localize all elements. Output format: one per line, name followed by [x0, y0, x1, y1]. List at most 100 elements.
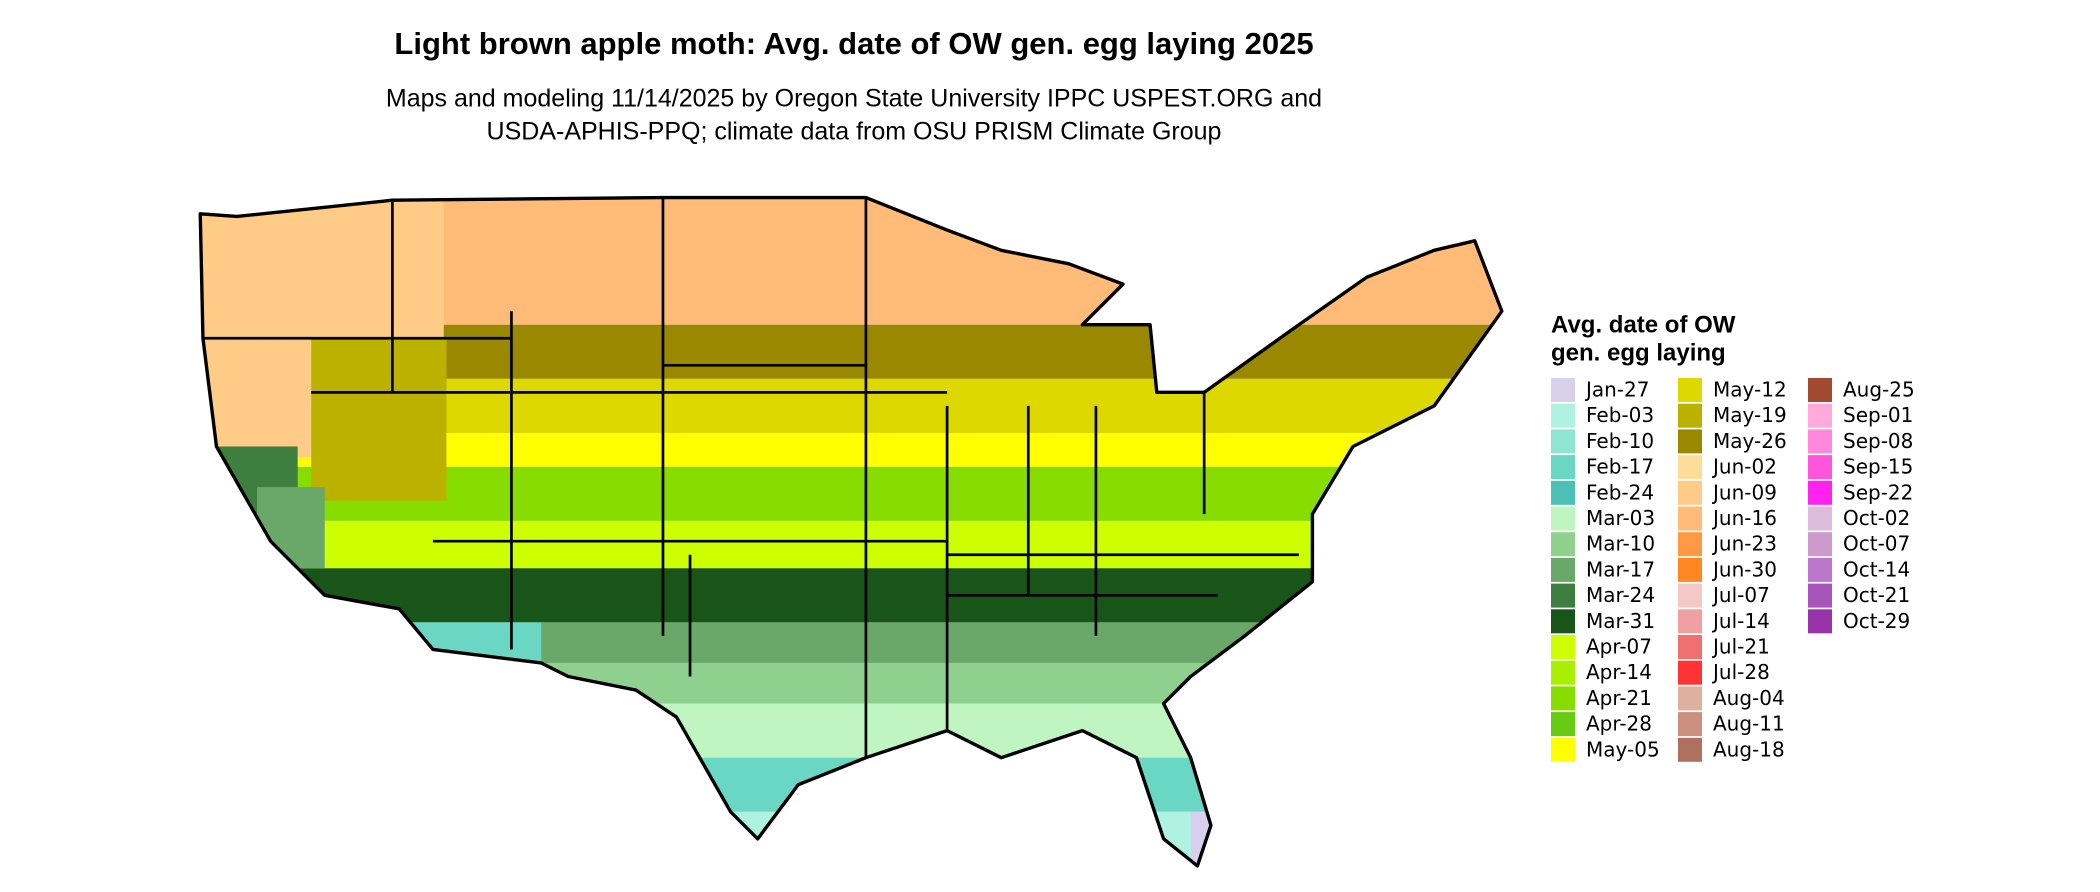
legend-swatch — [1678, 557, 1702, 582]
legend-label: Jun-30 — [1711, 557, 1777, 581]
legend-swatch — [1551, 660, 1575, 685]
legend-label: Jul-07 — [1711, 583, 1770, 607]
legend-label: Aug-04 — [1713, 686, 1785, 710]
legend-label: Mar-10 — [1586, 532, 1655, 556]
legend-swatch — [1678, 403, 1702, 428]
legend-label: Sep-15 — [1843, 455, 1913, 479]
legend-label: Oct-14 — [1843, 557, 1910, 581]
legend-label: Apr-07 — [1586, 635, 1652, 659]
legend-label: Mar-17 — [1586, 557, 1655, 581]
legend-label: Sep-01 — [1843, 403, 1913, 427]
map-zone — [200, 662, 1502, 704]
legend-label: Oct-29 — [1843, 609, 1910, 633]
legend-swatch — [1551, 737, 1575, 762]
legend-swatch — [1551, 686, 1575, 711]
legend-label: Feb-24 — [1586, 480, 1654, 504]
map-zone — [200, 757, 1502, 812]
legend-swatch — [1808, 506, 1832, 531]
legend-label: Sep-08 — [1843, 429, 1913, 453]
map-zone — [392, 622, 542, 677]
legend: Jan-27Feb-03Feb-10Feb-17Feb-24Mar-03Mar-… — [1551, 378, 1915, 762]
legend-label: Apr-14 — [1586, 660, 1652, 684]
legend-label: Feb-17 — [1586, 455, 1654, 479]
legend-label: Aug-11 — [1713, 712, 1785, 736]
legend-label: Oct-02 — [1843, 506, 1910, 530]
legend-swatch — [1551, 429, 1575, 454]
map-zone — [200, 520, 1502, 569]
legend-title: Avg. date of OW — [1551, 311, 1736, 338]
map-zone — [200, 703, 1502, 758]
map — [198, 195, 1504, 868]
map-outline — [198, 195, 1504, 868]
map-zone — [200, 568, 1502, 623]
state-borders — [202, 197, 1299, 758]
legend-label: Jun-02 — [1711, 455, 1777, 479]
legend-swatch — [1678, 429, 1702, 454]
legend-label: Apr-28 — [1586, 712, 1652, 736]
legend-swatch — [1678, 686, 1702, 711]
legend-swatch — [1551, 480, 1575, 505]
legend-swatch — [1678, 609, 1702, 634]
map-zone — [257, 487, 325, 569]
legend-swatch — [1551, 506, 1575, 531]
legend-title: gen. egg laying — [1551, 339, 1726, 366]
legend-swatch — [1808, 480, 1832, 505]
legend-swatch — [1678, 660, 1702, 685]
legend-label: Apr-21 — [1586, 686, 1652, 710]
legend-swatch — [1551, 635, 1575, 659]
legend-swatch — [1678, 532, 1702, 557]
subtitle: Maps and modeling 11/14/2025 by Oregon S… — [386, 85, 1322, 113]
legend-swatch — [1808, 532, 1832, 557]
legend-swatch — [1678, 506, 1702, 531]
legend-label: May-26 — [1713, 429, 1787, 453]
subtitle: USDA-APHIS-PPQ; climate data from OSU PR… — [487, 118, 1222, 146]
legend-label: Jul-21 — [1711, 635, 1770, 659]
legend-swatch — [1551, 403, 1575, 428]
legend-swatch — [1678, 378, 1702, 402]
legend-label: Oct-07 — [1843, 532, 1910, 556]
legend-swatch — [1551, 557, 1575, 582]
title: Light brown apple moth: Avg. date of OW … — [394, 26, 1313, 61]
legend-label: Feb-10 — [1586, 429, 1654, 453]
legend-label: Sep-22 — [1843, 480, 1913, 504]
map-zone — [1190, 811, 1225, 866]
legend-label: Mar-31 — [1586, 609, 1655, 633]
legend-swatch — [1808, 557, 1832, 582]
legend-label: Jun-23 — [1711, 532, 1777, 556]
legend-swatch — [1808, 378, 1832, 402]
legend-swatch — [1678, 737, 1702, 762]
legend-swatch — [1808, 583, 1832, 608]
legend-swatch — [1551, 583, 1575, 608]
legend-label: Feb-03 — [1586, 403, 1654, 427]
map-zone — [200, 622, 1502, 663]
legend-swatch — [1808, 429, 1832, 454]
legend-label: Jul-14 — [1711, 609, 1770, 633]
legend-label: Mar-03 — [1586, 506, 1655, 530]
legend-swatch — [1678, 455, 1702, 480]
legend-label: Aug-25 — [1843, 378, 1915, 402]
map-zone — [200, 811, 1502, 866]
legend-label: May-19 — [1713, 403, 1787, 427]
legend-swatch — [1678, 712, 1702, 737]
legend-swatch — [1808, 455, 1832, 480]
legend-swatch — [1551, 609, 1575, 634]
legend-swatch — [1678, 635, 1702, 659]
legend-swatch — [1551, 712, 1575, 737]
legend-label: May-12 — [1713, 378, 1787, 402]
legend-swatch — [1678, 480, 1702, 505]
map-zone — [311, 338, 447, 501]
legend-label: Aug-18 — [1713, 737, 1785, 761]
legend-label: Jun-16 — [1711, 506, 1777, 530]
legend-label: Oct-21 — [1843, 583, 1910, 607]
legend-label: Jul-28 — [1711, 660, 1770, 684]
legend-swatch — [1551, 378, 1575, 402]
legend-swatch — [1808, 403, 1832, 428]
legend-swatch — [1551, 532, 1575, 557]
legend-label: Jun-09 — [1711, 480, 1777, 504]
legend-label: Jan-27 — [1584, 378, 1650, 402]
legend-label: May-05 — [1586, 737, 1660, 761]
legend-swatch — [1551, 455, 1575, 480]
legend-swatch — [1678, 583, 1702, 608]
legend-swatch — [1808, 609, 1832, 634]
